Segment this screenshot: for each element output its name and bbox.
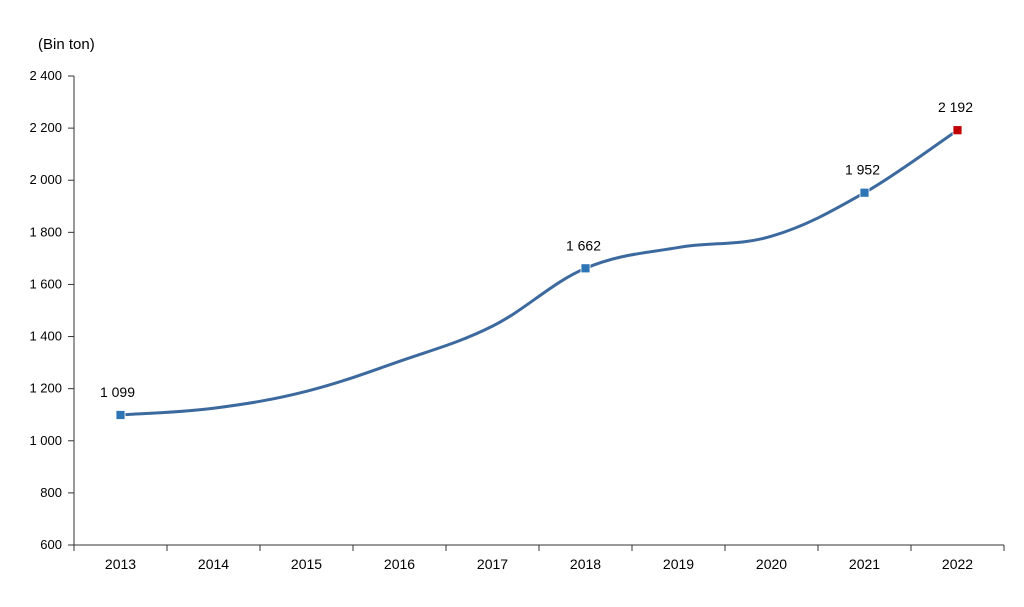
y-tick-label: 800 — [40, 485, 62, 500]
y-tick-label: 1 000 — [29, 433, 62, 448]
series-line — [120, 128, 959, 417]
y-axis-unit-label: (Bin ton) — [38, 36, 95, 53]
x-tick-label: 2022 — [942, 556, 973, 572]
x-tick-label: 2016 — [384, 556, 415, 572]
x-tick-label: 2017 — [477, 556, 508, 572]
data-label-group: 1 099 1 662 1 952 2 192 — [100, 99, 973, 400]
marker-group — [115, 125, 963, 420]
chart-axes — [73, 76, 1004, 546]
y-tick-label: 1 600 — [29, 276, 62, 291]
x-tick-label: 2020 — [756, 556, 787, 572]
y-tick-label: 2 200 — [29, 120, 62, 135]
data-label-2018: 1 662 — [566, 237, 601, 253]
y-tick-label: 1 200 — [29, 381, 62, 396]
x-tick-label: 2019 — [663, 556, 694, 572]
x-tick-label: 2018 — [570, 556, 601, 572]
y-tick-label: 2 000 — [29, 172, 62, 187]
series-line-group — [120, 128, 959, 417]
x-tick-label: 2014 — [198, 556, 229, 572]
y-tick-label: 2 400 — [29, 68, 62, 83]
data-point-marker-2013 — [115, 410, 126, 420]
data-label-2013: 1 099 — [100, 384, 135, 400]
data-point-marker-2021 — [859, 187, 870, 198]
x-tick-label: 2013 — [105, 556, 136, 572]
y-axis-ticks: 600 800 1 000 1 200 1 400 1 600 1 800 2 000 2 20… — [29, 68, 74, 552]
x-tick-label: 2015 — [291, 556, 322, 572]
data-point-marker-2018 — [580, 263, 591, 274]
data-label-2022: 2 192 — [938, 99, 973, 115]
data-point-marker-2022 — [952, 125, 963, 136]
y-tick-label: 1 800 — [29, 224, 62, 239]
data-label-2021: 1 952 — [845, 162, 880, 178]
y-tick-label: 600 — [40, 537, 62, 552]
x-axis-ticks: 2013 2014 2015 2016 2017 2018 2019 2020 2021 2022 — [73, 545, 1005, 572]
y-tick-label: 1 400 — [29, 329, 62, 344]
x-tick-label: 2021 — [849, 556, 880, 572]
